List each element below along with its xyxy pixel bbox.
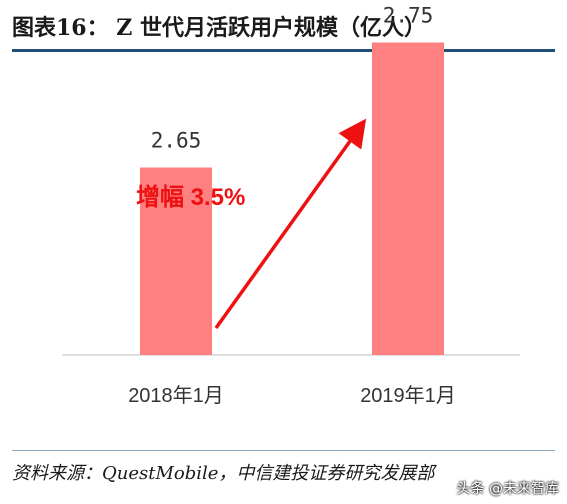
- growth-arrow: [214, 118, 367, 330]
- x-tick-label-1: 2018年1月: [128, 384, 224, 407]
- data-label-2: 2.75: [383, 4, 434, 28]
- x-tick-label-2: 2019年1月: [360, 384, 456, 407]
- source-note: 资料来源：QuestMobile，中信建投证券研究发展部: [12, 463, 435, 484]
- chart-title: 图表16： Z 世代月活跃用户规模（亿人）: [12, 15, 426, 41]
- growth-annotation: 增幅 3.5%: [136, 183, 245, 211]
- title-divider: [12, 49, 555, 52]
- watermark: 头条 @未来智库: [456, 481, 559, 497]
- bar-2: [372, 42, 444, 355]
- footer-divider: [12, 450, 555, 451]
- bar-chart: 2018年1月 2019年1月 2.65 2.75 增幅 3.5%: [62, 4, 520, 407]
- bar-1: [140, 167, 212, 355]
- data-label-1: 2.65: [151, 129, 202, 153]
